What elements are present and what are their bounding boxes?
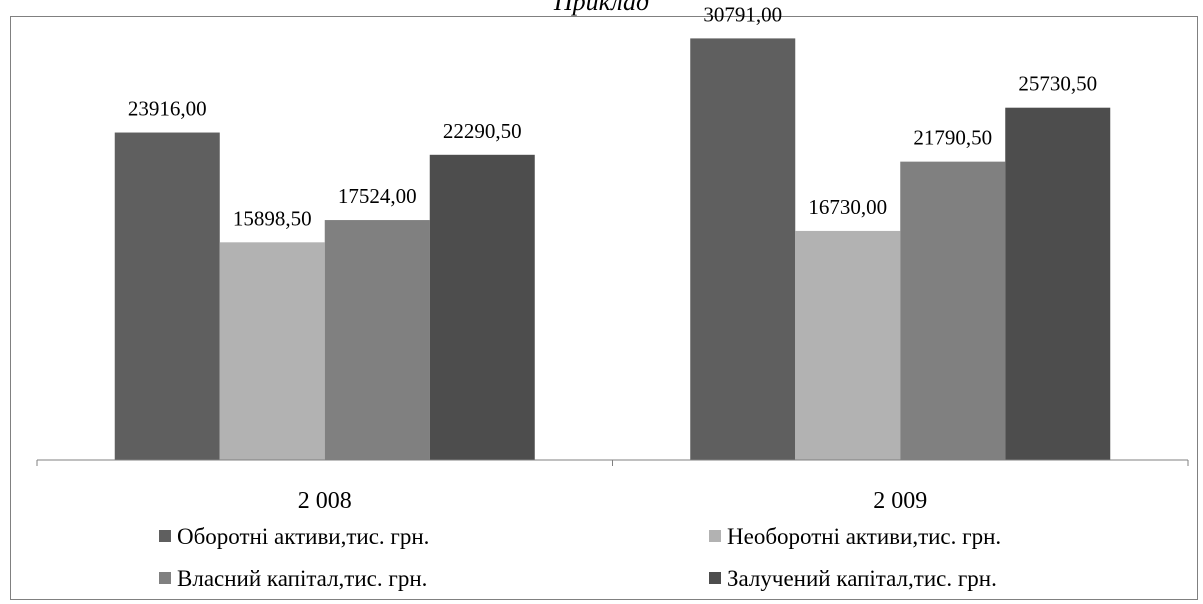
bar-0-0 [114,132,220,460]
legend-label: Залучений капітал,тис. грн. [727,566,997,591]
legend-swatch [159,572,171,584]
bar-3-0 [429,154,535,460]
legend-label: Необоротні активи,тис. грн. [727,524,1002,549]
legend-item-0: Оборотні активи,тис. грн. [159,524,429,550]
chart-title: Приклад [553,0,650,16]
data-label: 25730,50 [1018,72,1097,96]
category-label: 2 009 [873,488,927,514]
legend-label: Оборотні активи,тис. грн. [177,524,430,549]
data-label: 22290,50 [443,119,522,143]
legend-swatch [709,572,721,584]
legend-item-1: Необоротні активи,тис. грн. [709,524,1001,550]
legend-swatch [709,530,721,542]
chart-area [10,16,1198,600]
bar-1-0 [219,242,325,460]
data-label: 17524,00 [338,184,417,208]
data-label: 30791,00 [703,2,782,26]
bar-0-1 [690,38,796,461]
data-label: 23916,00 [128,97,207,121]
bar-2-1 [900,161,1006,461]
data-label: 15898,50 [233,206,312,230]
bar-3-1 [1005,107,1111,461]
legend-swatch [159,530,171,542]
legend-label: Власний капітал,тис. грн. [177,566,428,591]
category-label: 2 008 [298,488,352,514]
bar-1-1 [795,230,901,460]
bar-2-0 [324,220,430,460]
legend-item-2: Власний капітал,тис. грн. [159,566,427,592]
data-label: 21790,50 [913,126,992,150]
data-label: 16730,00 [808,195,887,219]
legend-item-3: Залучений капітал,тис. грн. [709,566,997,592]
